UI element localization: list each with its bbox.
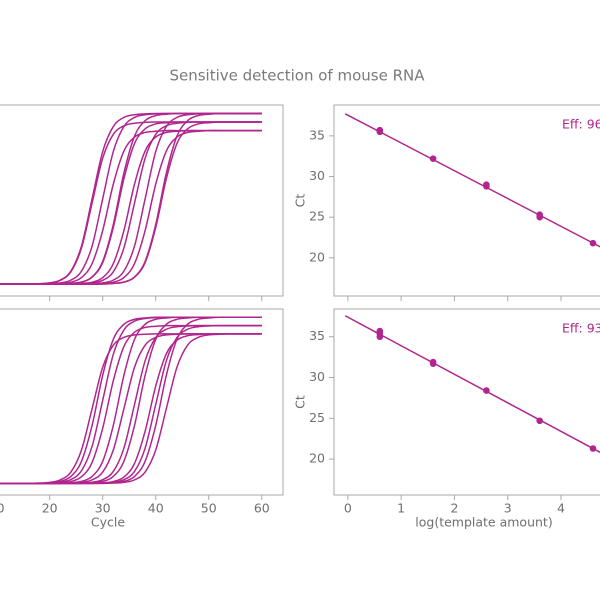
amplification-curve — [0, 316, 262, 485]
amplification-curve — [0, 333, 262, 485]
data-point — [429, 358, 437, 366]
x-tick-label: 20 — [42, 501, 58, 516]
x-axis-label: Cycle — [91, 515, 125, 530]
x-tick-label: 60 — [254, 501, 270, 516]
x-tick-label: 40 — [148, 501, 164, 516]
y-tick-label: 25 — [309, 410, 325, 425]
data-point — [536, 211, 543, 219]
amplification-curve — [0, 333, 262, 485]
amplification-curve — [0, 112, 262, 285]
x-tick-label: 3 — [504, 501, 512, 516]
amplification-curve — [0, 316, 262, 485]
amplification-curve — [0, 316, 262, 485]
data-point — [483, 387, 490, 394]
data-point — [589, 239, 597, 247]
efficiency-label: Eff: 96 — [562, 117, 600, 132]
x-tick-label: 4 — [557, 501, 565, 516]
figure-title: Sensitive detection of mouse RNA — [169, 67, 425, 85]
data-point — [376, 327, 384, 335]
y-tick-label: 20 — [309, 249, 325, 264]
plot-frame — [333, 104, 600, 297]
y-tick-label: 30 — [309, 369, 325, 384]
x-tick-label: 1 — [397, 501, 405, 516]
amplification-curve — [0, 333, 262, 485]
y-tick-label: 20 — [309, 451, 325, 466]
data-point — [376, 126, 384, 134]
efficiency-label: Eff: 93 — [562, 321, 600, 336]
y-tick-label: 35 — [309, 328, 325, 343]
data-point — [429, 155, 437, 162]
x-tick-label: 30 — [95, 501, 111, 516]
y-tick-label: 30 — [309, 168, 325, 183]
x-tick-label: 10 — [0, 501, 5, 516]
y-tick-label: 25 — [309, 209, 325, 224]
x-tick-label: 0 — [344, 501, 352, 516]
plot-frame — [0, 308, 284, 496]
amplification-curve — [0, 316, 262, 485]
plot-frame — [333, 308, 600, 496]
data-point — [483, 181, 490, 188]
y-tick-label: 35 — [309, 127, 325, 142]
x-tick-label: 50 — [201, 501, 217, 516]
y-axis-label: Ct — [293, 395, 308, 409]
x-axis-label: log(template amount) — [415, 515, 552, 530]
plot-frame — [0, 104, 284, 297]
fit-line — [344, 315, 600, 454]
x-tick-label: 2 — [450, 501, 458, 516]
amplification-curve — [0, 333, 262, 485]
data-point — [536, 417, 543, 425]
y-axis-label: Ct — [293, 194, 308, 208]
data-point — [589, 445, 597, 452]
amplification-curve — [0, 316, 262, 485]
fit-line — [344, 113, 600, 248]
